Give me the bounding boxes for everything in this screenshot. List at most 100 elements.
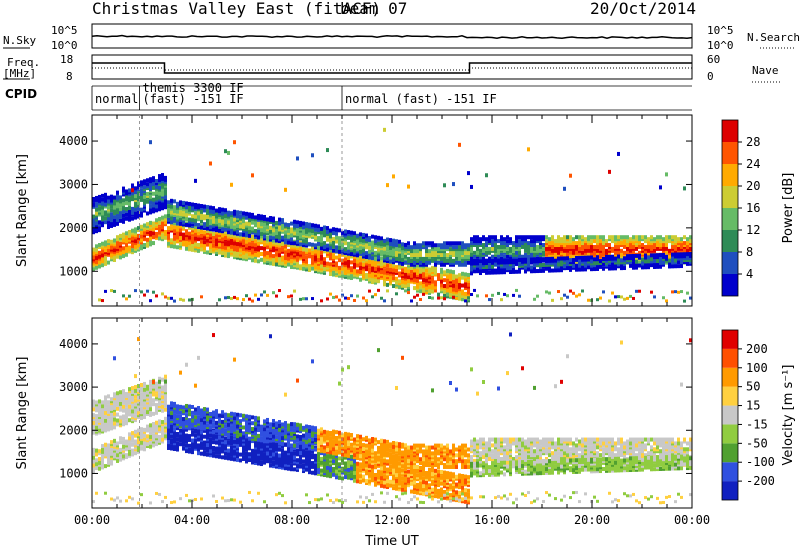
- echo-cell: [527, 254, 530, 259]
- echo-cell: [401, 264, 404, 269]
- echo-cell: [527, 241, 530, 246]
- echo-cell: [359, 262, 362, 267]
- echo-cell: [488, 235, 491, 240]
- echo-cell: [398, 243, 401, 248]
- echo-cell: [581, 235, 584, 240]
- echo-cell: [146, 434, 149, 439]
- echo-cell: [215, 234, 218, 239]
- echo-cell: [194, 433, 197, 438]
- echo-cell: [236, 416, 239, 421]
- echo-cell: [599, 259, 602, 264]
- echo-cell: [419, 243, 422, 248]
- echo-cell: [188, 298, 191, 302]
- echo-cell: [284, 260, 287, 265]
- echo-cell: [104, 210, 107, 215]
- echo-cell: [206, 208, 209, 213]
- echo-cell: [677, 252, 680, 257]
- echo-cell: [509, 246, 512, 251]
- echo-cell: [188, 231, 191, 236]
- echo-cell: [134, 388, 137, 393]
- echo-cell: [353, 244, 356, 249]
- echo-cell: [284, 254, 287, 259]
- echo-cell: [179, 224, 182, 229]
- echo-cell: [239, 452, 242, 457]
- echo-cell: [239, 214, 242, 219]
- echo-cell: [242, 239, 245, 244]
- echo-cell: [290, 237, 293, 242]
- echo-cell: [617, 244, 620, 249]
- echo-cell: [101, 201, 104, 206]
- echo-cell: [203, 440, 206, 445]
- echo-cell: [545, 235, 548, 240]
- nsearch-label: N.Search: [747, 31, 800, 44]
- echo-cell: [152, 433, 155, 438]
- echo-cell: [242, 298, 245, 302]
- echo-cell: [503, 237, 506, 242]
- echo-cell: [203, 407, 206, 412]
- echo-cell: [170, 296, 173, 300]
- echo-cell: [218, 218, 221, 223]
- echo-cell: [134, 186, 137, 191]
- echo-cell: [263, 214, 266, 219]
- echo-cell: [128, 432, 131, 437]
- echo-cell: [665, 243, 668, 248]
- echo-cell: [209, 449, 212, 454]
- echo-cell: [128, 205, 131, 210]
- echo-cell: [386, 263, 389, 268]
- echo-cell: [428, 241, 431, 246]
- echo-cell: [245, 221, 248, 226]
- echo-cell: [677, 246, 680, 251]
- echo-cell: [275, 238, 278, 243]
- echo-cell: [350, 294, 353, 298]
- echo-cell: [314, 255, 317, 260]
- echo-cell: [152, 241, 155, 246]
- echo-cell: [653, 259, 656, 264]
- echo-cell: [245, 294, 248, 298]
- echo-cell: [608, 169, 611, 174]
- echo-cell: [134, 374, 137, 379]
- echo-cell: [590, 235, 593, 240]
- echo-cell: [398, 271, 401, 276]
- echo-cell: [140, 238, 143, 243]
- echo-cell: [167, 208, 170, 213]
- echo-cell: [131, 497, 134, 501]
- echo-cell: [674, 258, 677, 263]
- echo-cell: [227, 248, 230, 253]
- echo-cell: [641, 243, 644, 248]
- echo-cell: [143, 179, 146, 184]
- echo-cell: [293, 219, 296, 224]
- echo-cell: [143, 185, 146, 190]
- echo-cell: [137, 384, 140, 389]
- echo-cell: [482, 248, 485, 253]
- echo-cell: [92, 413, 95, 418]
- echo-cell: [236, 241, 239, 246]
- echo-cell: [242, 455, 245, 460]
- echo-cell: [248, 212, 251, 217]
- echo-cell: [347, 275, 350, 280]
- echo-cell: [503, 292, 506, 296]
- echo-cell: [608, 235, 611, 240]
- echo-cell: [197, 415, 200, 420]
- echo-cell: [332, 270, 335, 275]
- echo-cell: [101, 193, 104, 198]
- echo-cell: [608, 243, 611, 248]
- echo-cell: [641, 235, 644, 240]
- echo-cell: [200, 204, 203, 209]
- echo-cell: [335, 227, 338, 232]
- echo-cell: [116, 418, 119, 423]
- echo-cell: [227, 434, 230, 439]
- echo-cell: [320, 246, 323, 251]
- freq-trace: [92, 62, 692, 74]
- echo-cell: [338, 252, 341, 257]
- echo-cell: [131, 242, 134, 247]
- echo-cell: [143, 443, 146, 448]
- echo-cell: [590, 255, 593, 260]
- echo-cell: [602, 266, 605, 271]
- echo-cell: [548, 237, 551, 242]
- echo-cell: [530, 246, 533, 251]
- echo-cell: [617, 235, 620, 240]
- echo-cell: [164, 495, 167, 499]
- echo-cell: [623, 235, 626, 240]
- echo-cell: [218, 435, 221, 440]
- echo-cell: [482, 268, 485, 273]
